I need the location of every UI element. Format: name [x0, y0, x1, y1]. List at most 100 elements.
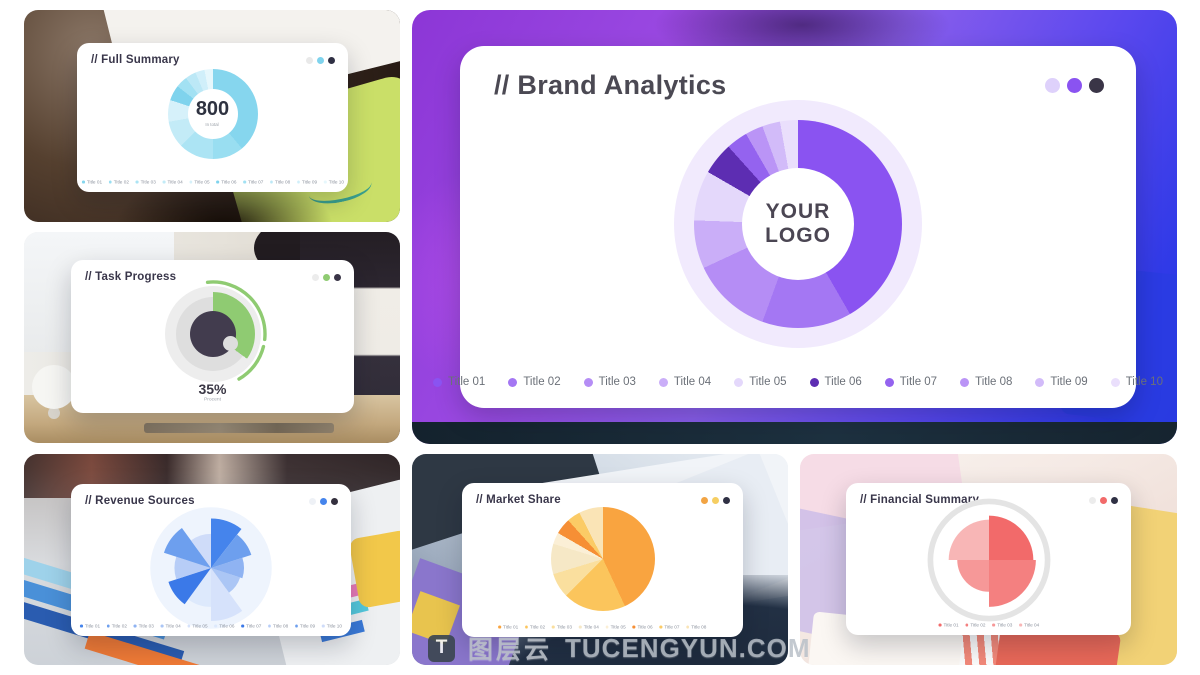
window-dot[interactable] — [1089, 78, 1104, 93]
window-dot[interactable] — [1100, 496, 1107, 504]
legend-item: Title 09 — [296, 179, 317, 185]
legend-dot — [960, 377, 970, 387]
legend-item: Title 05 — [605, 624, 626, 630]
legend-dot — [1018, 623, 1022, 627]
task-progress-card: // Task Progress 35% Procent — [71, 260, 354, 413]
donut-chart: YOUR LOGO — [694, 120, 902, 328]
legend-item: Title 01 — [81, 179, 102, 185]
legend-item: Title 03 — [991, 622, 1012, 628]
legend-dot — [508, 377, 518, 387]
window-dot[interactable] — [723, 496, 730, 504]
legend-dot — [552, 625, 555, 629]
legend-dot — [1035, 377, 1045, 387]
legend-item: Title 03 — [135, 179, 155, 185]
chart-legend: Title 01 Title 02 Title 03 Title 04 Title 05… — [81, 179, 344, 185]
legend-dot — [135, 180, 139, 184]
legend-item: Title 04 — [658, 376, 711, 388]
legend-item: Title 10 — [323, 179, 344, 185]
window-dot[interactable] — [334, 273, 341, 281]
donut-center: 800 In total — [187, 89, 238, 139]
rose-chart-area — [71, 506, 351, 630]
legend-item: Title 06 — [809, 376, 862, 388]
quadrant-chart — [927, 498, 1050, 622]
legend-dot — [658, 377, 668, 387]
card-title: // Financial Summary — [860, 494, 980, 506]
window-dot[interactable] — [1067, 78, 1082, 93]
legend-dot — [938, 623, 941, 627]
progress-value: 35% — [198, 381, 227, 397]
legend-dot — [525, 625, 529, 629]
chart-legend: Title 01 Title 02 Title 03 Title 04 — [938, 622, 1039, 628]
window-dots — [1089, 496, 1118, 504]
photo-desk-strip — [412, 422, 1177, 444]
legend-item: Title 05 — [189, 179, 209, 185]
legend-item: Title 06 — [215, 179, 236, 185]
window-dot[interactable] — [1111, 496, 1118, 504]
window-dot[interactable] — [712, 496, 719, 504]
window-dot[interactable] — [323, 273, 330, 281]
market-share-card: // Market Share Title 01 Title 02 Title 03… — [462, 483, 743, 637]
window-dot[interactable] — [312, 273, 319, 281]
window-dot[interactable] — [320, 497, 327, 505]
legend-item: Title 09 — [1035, 376, 1088, 388]
donut-chart-area: YOUR LOGO — [460, 100, 1136, 348]
legend-dot — [632, 625, 636, 629]
panel-task-progress: // Task Progress 35% Procent — [24, 232, 400, 443]
donut-chart: 800 In total — [167, 69, 258, 159]
window-dot[interactable] — [1045, 78, 1060, 93]
legend-dot — [583, 377, 593, 387]
window-dots — [309, 497, 338, 505]
gauge-outer-arc — [205, 280, 267, 381]
legend-dot — [991, 623, 995, 627]
legend-dot — [884, 377, 894, 387]
card-header: // Brand Analytics — [460, 46, 1136, 101]
card-title: // Market Share — [476, 494, 561, 506]
card-header: // Full Summary — [77, 43, 348, 66]
pie-chart — [550, 507, 655, 611]
legend-dot — [809, 377, 819, 387]
legend-dot — [579, 625, 582, 629]
legend-item: Title 03 — [583, 376, 636, 388]
card-title: // Full Summary — [91, 54, 180, 66]
logo-text-line1: YOUR — [765, 199, 831, 223]
legend-item: Title 07 — [659, 624, 680, 630]
revenue-sources-card: // Revenue Sources Title 01 Title 02 Title… — [71, 484, 351, 636]
panel-market-share: // Market Share Title 01 Title 02 Title 03… — [412, 454, 788, 665]
window-dot[interactable] — [309, 497, 316, 505]
window-dot[interactable] — [331, 497, 338, 505]
window-dot[interactable] — [1089, 496, 1096, 504]
legend-dot — [686, 625, 690, 629]
logo-text-line2: LOGO — [765, 224, 831, 247]
window-dot[interactable] — [306, 56, 313, 64]
card-header: // Market Share — [462, 483, 743, 506]
total-value: 800 — [195, 98, 230, 120]
window-dots — [312, 273, 341, 281]
legend-dot — [81, 180, 85, 184]
legend-item: Title 04 — [1018, 622, 1039, 628]
legend-item: Title 04 — [579, 624, 599, 630]
card-header: // Financial Summary — [846, 483, 1131, 506]
legend-dot — [269, 180, 273, 184]
quadrant-chart-area — [846, 497, 1131, 623]
panel-brand-analytics: // Brand Analytics YOUR LOGO Title 01 Tit… — [412, 10, 1177, 444]
panel-financial-summary: // Financial Summary Title 01 Title 02 Tit… — [800, 454, 1177, 665]
window-dot[interactable] — [701, 496, 708, 504]
legend-item: Title 08 — [686, 624, 707, 630]
legend-item: Title 06 — [632, 624, 653, 630]
window-dot[interactable] — [317, 56, 324, 64]
window-dot[interactable] — [328, 56, 335, 64]
card-title: // Brand Analytics — [494, 70, 727, 100]
legend-item: Title 03 — [552, 624, 572, 630]
pie-chart-area — [462, 507, 743, 611]
window-dots — [701, 496, 730, 504]
legend-item: Title 08 — [269, 179, 290, 185]
legend-item: Title 02 — [508, 376, 561, 388]
legend-row: Title 01 Title 02 Title 03 Title 04 Title 05… — [462, 622, 743, 632]
legend-item: Title 02 — [108, 179, 128, 185]
card-header: // Task Progress — [71, 260, 354, 283]
legend-item: Title 01 — [498, 624, 518, 630]
legend-dot — [296, 180, 300, 184]
rose-chart — [150, 507, 272, 629]
legend-dot — [323, 180, 327, 184]
